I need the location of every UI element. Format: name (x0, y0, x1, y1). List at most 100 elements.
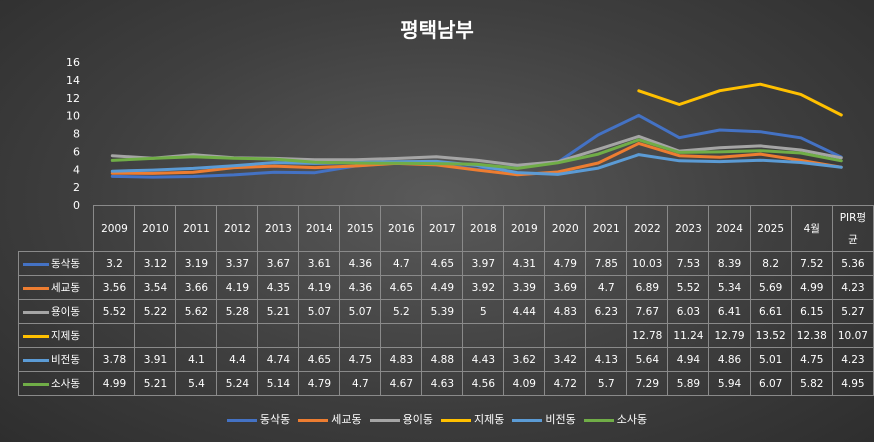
table-cell: 4.7 (380, 251, 423, 276)
table-cell: 4.65 (380, 275, 423, 300)
table-cell (544, 323, 587, 348)
table-cell: 4.79 (298, 371, 341, 396)
table-cell: 6.03 (667, 299, 710, 324)
table-series-label: 동삭동 (17, 251, 95, 276)
y-tick-label: 16 (66, 56, 80, 69)
table-cell: 5.94 (708, 371, 751, 396)
table-cell: 3.12 (134, 251, 177, 276)
table-cell: 3.97 (462, 251, 505, 276)
table-row: 소사동 4.99 5.21 5.4 5.24 5.14 4.79 4.7 4.67 4.63 4.5… (17, 371, 874, 396)
table-cell: 6.89 (626, 275, 669, 300)
table-cell: 3.37 (216, 251, 259, 276)
table-cell: 6.61 (749, 299, 792, 324)
table-cell: 8.39 (708, 251, 751, 276)
table-header-cell: 2015 (339, 205, 382, 252)
table-header-cell: 2020 (544, 205, 587, 252)
table-cell: 8.2 (749, 251, 792, 276)
table-cell: 4.79 (544, 251, 587, 276)
table-cell: 5.2 (380, 299, 423, 324)
table-cell: 5.62 (175, 299, 218, 324)
table-cell: 11.24 (667, 323, 710, 348)
legend-swatch (441, 418, 471, 422)
table-row: 세교동 3.56 3.54 3.66 4.19 4.35 4.19 4.36 4.65 4.49 3… (17, 275, 874, 300)
series-swatch (23, 334, 49, 338)
table-header-cell: 2023 (667, 205, 710, 252)
table-header-cell: 2016 (380, 205, 423, 252)
legend-swatch (512, 418, 543, 422)
table-cell: 5.39 (421, 299, 464, 324)
table-header-cell: 2021 (585, 205, 628, 252)
table-cell: 3.66 (175, 275, 218, 300)
table-cell: 5.24 (216, 371, 259, 396)
table-cell: 4.1 (175, 347, 218, 372)
table-cell: 4.19 (216, 275, 259, 300)
table-cell: 3.56 (93, 275, 136, 300)
table-cell: 5.64 (626, 347, 669, 372)
table-cell: 3.69 (544, 275, 587, 300)
legend-label: 비전동 (545, 413, 576, 426)
data-table: 2009 2010 2011 2012 2013 2014 2015 2016 2017 2018… (17, 205, 874, 396)
table-series-label: 지제동 (17, 323, 95, 348)
table-cell (216, 323, 259, 348)
table-row: 동삭동 3.2 3.12 3.19 3.37 3.67 3.61 4.36 4.7 4.65 3.9… (17, 251, 874, 276)
y-tick-label: 0 (73, 199, 80, 212)
table-cell: 5.82 (790, 371, 833, 396)
table-header-cell: 2012 (216, 205, 259, 252)
table-cell (93, 323, 136, 348)
table-cell: 7.53 (667, 251, 710, 276)
legend-item: 지제동 (441, 411, 504, 427)
table-cell: 4.86 (708, 347, 751, 372)
table-cell: 3.91 (134, 347, 177, 372)
table-cell: 10.03 (626, 251, 669, 276)
table-cell: 4.13 (585, 347, 628, 372)
series-lines (110, 82, 843, 179)
table-header-cell: 2010 (134, 205, 177, 252)
table-cell: 4.94 (667, 347, 710, 372)
table-cell: 5.14 (257, 371, 300, 396)
table-cell: 5.89 (667, 371, 710, 396)
table-cell: 5.27 (831, 299, 874, 324)
table-cell: 3.2 (93, 251, 136, 276)
table-cell: 5.07 (339, 299, 382, 324)
table-cell (380, 323, 423, 348)
table-cell: 4.67 (380, 371, 423, 396)
table-cell (134, 323, 177, 348)
table-cell: 12.78 (626, 323, 669, 348)
legend-label: 지제동 (474, 413, 505, 426)
table-cell: 4.35 (257, 275, 300, 300)
table-header-cell: PIR평 균 (831, 205, 874, 252)
table-cell: 4.44 (503, 299, 546, 324)
legend-item: 동삭동 (226, 411, 291, 427)
table-cell: 4.88 (421, 347, 464, 372)
table-cell: 7.67 (626, 299, 669, 324)
legend: 동삭동 세교동 용이동 지제동 비전동 소사동 (0, 411, 874, 427)
table-cell: 4.7 (585, 275, 628, 300)
series-swatch (23, 286, 49, 290)
table-cell: 3.19 (175, 251, 218, 276)
series-swatch (23, 358, 49, 362)
table-cell: 4.83 (544, 299, 587, 324)
table-cell: 5.07 (298, 299, 341, 324)
table-cell: 4.36 (339, 275, 382, 300)
table-cell: 5.21 (257, 299, 300, 324)
table-cell: 4.95 (831, 371, 874, 396)
table-cell: 3.39 (503, 275, 546, 300)
table-cell (339, 323, 382, 348)
table-cell (421, 323, 464, 348)
table-header-cell: 2018 (462, 205, 505, 252)
legend-swatch (298, 418, 329, 422)
table-cell: 4.99 (790, 275, 833, 300)
table-cell: 4.31 (503, 251, 546, 276)
table-row: 용이동 5.52 5.22 5.62 5.28 5.21 5.07 5.07 5.2 5.39 5 4… (17, 299, 874, 324)
table-cell: 3.61 (298, 251, 341, 276)
table-cell: 5.36 (831, 251, 874, 276)
table-cell: 4.74 (257, 347, 300, 372)
legend-label: 동삭동 (259, 413, 291, 426)
chart-title: 평택남부 (400, 18, 474, 42)
table-cell: 3.67 (257, 251, 300, 276)
table-cell: 13.52 (749, 323, 792, 348)
table-header-cell: 2011 (175, 205, 218, 252)
table-cell (503, 323, 546, 348)
table-series-label: 소사동 (17, 371, 95, 396)
legend-swatch (226, 418, 257, 422)
